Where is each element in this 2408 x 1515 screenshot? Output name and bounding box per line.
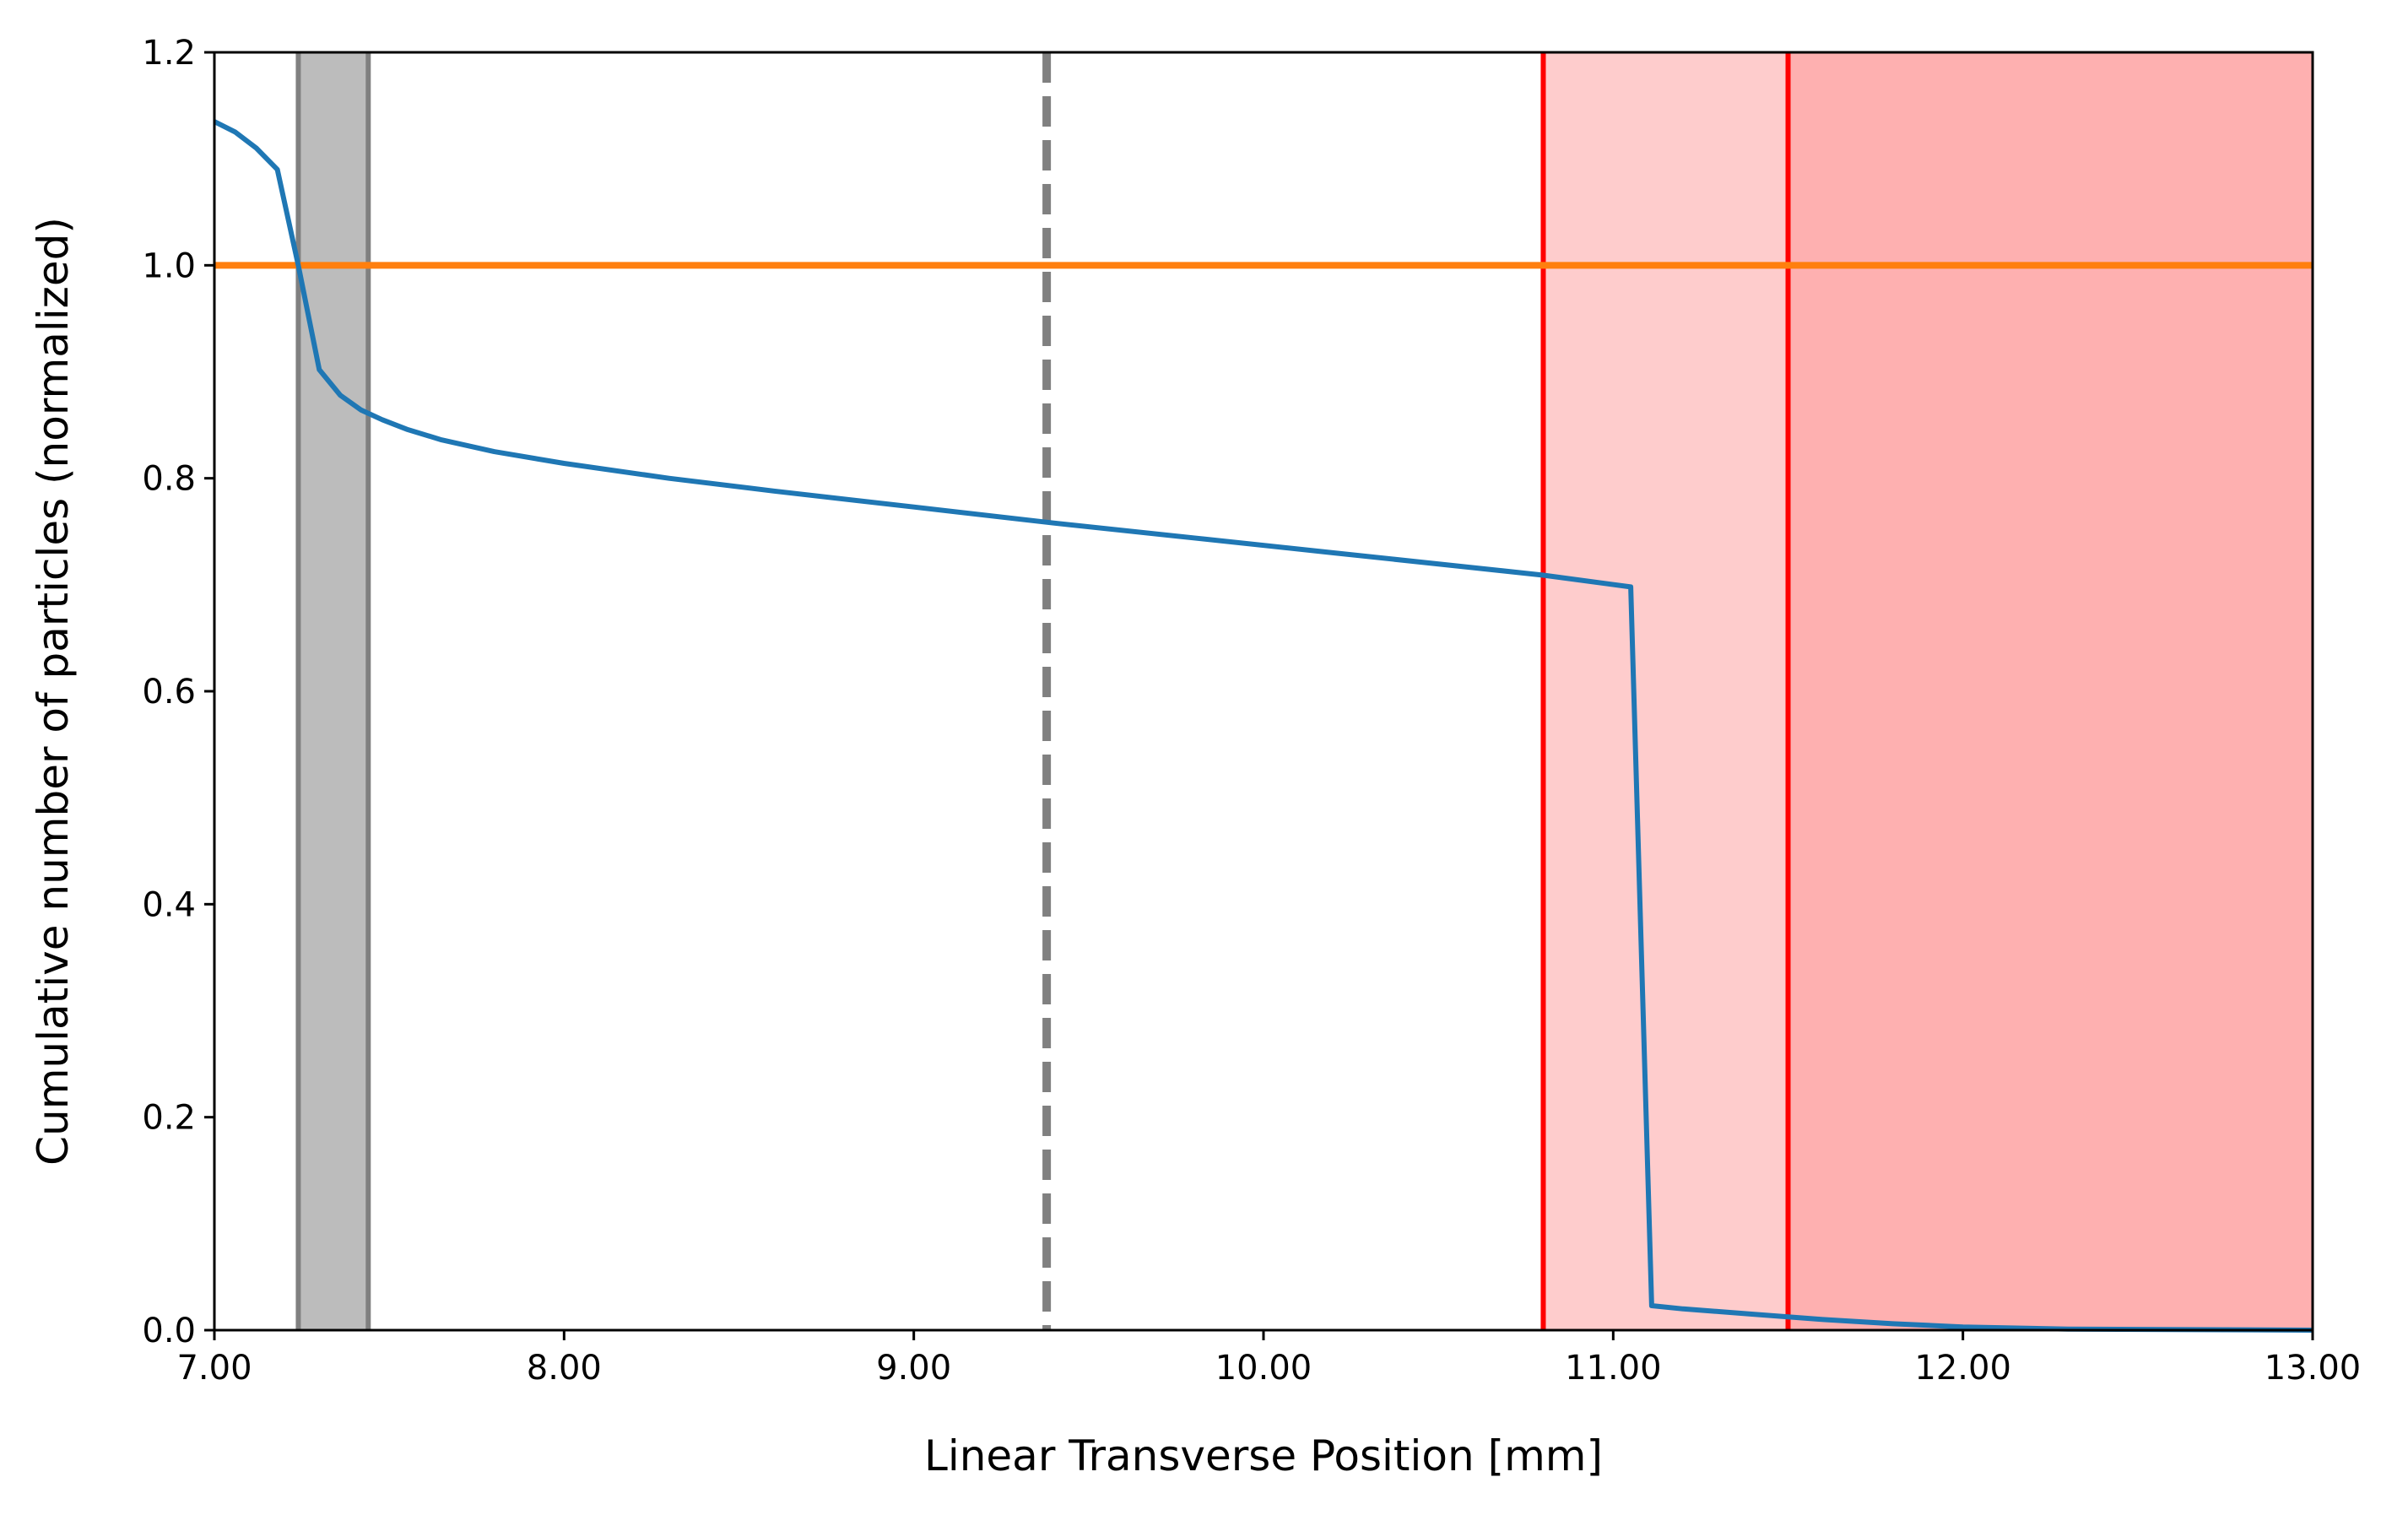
series-line-0 <box>213 119 2313 1333</box>
y-tick-label: 1.2 <box>142 34 196 73</box>
x-tick-label: 8.00 <box>527 1349 602 1388</box>
x-tick-label: 7.00 <box>176 1349 252 1388</box>
y-tick-label: 0.8 <box>142 460 196 499</box>
x-tick-label: 11.00 <box>1565 1349 1662 1388</box>
y-tick-label: 0.2 <box>142 1099 196 1138</box>
shaded-region-1 <box>1543 52 1788 1330</box>
x-tick-label: 13.00 <box>2265 1349 2362 1388</box>
x-tick-label: 10.00 <box>1215 1349 1312 1388</box>
x-axis-label: Linear Transverse Position [mm] <box>924 1431 1603 1480</box>
data-series <box>213 119 2313 1333</box>
x-tick-label: 12.00 <box>1914 1349 2011 1388</box>
y-tick-label: 0.6 <box>142 673 196 712</box>
reference-lines <box>214 52 2313 1330</box>
shaded-region-0 <box>298 52 369 1330</box>
shaded-regions <box>298 52 2313 1330</box>
shaded-region-2 <box>1788 52 2313 1330</box>
y-tick-label: 0.0 <box>142 1312 196 1350</box>
y-axis-ticks: 0.0 0.2 0.4 0.6 0.8 1.0 1.2 <box>142 34 214 1350</box>
y-axis-label: Cumulative number of particles (normaliz… <box>29 217 78 1166</box>
y-tick-label: 0.4 <box>142 885 196 924</box>
y-tick-label: 1.0 <box>142 246 196 285</box>
x-axis-ticks: 7.00 8.00 9.00 10.00 11.00 12.00 13.00 <box>176 1330 2361 1388</box>
x-tick-label: 9.00 <box>876 1349 951 1388</box>
